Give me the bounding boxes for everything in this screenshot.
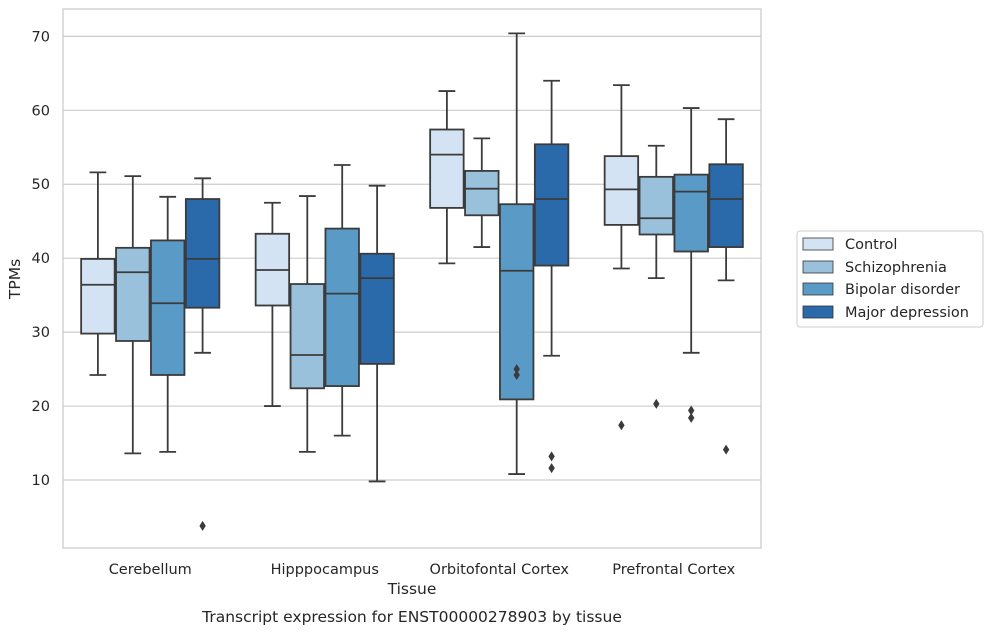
outlier-point xyxy=(199,520,206,531)
y-tick-label-20: 20 xyxy=(32,399,50,415)
boxes xyxy=(80,32,744,531)
x-tick-label-orbitofontal-cortex: Orbitofontal Cortex xyxy=(430,562,570,578)
x-tick-labels: Cerebellum Hipppocampus Orbitofontal Corte… xyxy=(109,562,736,578)
y-tick-label-40: 40 xyxy=(32,251,50,267)
box-bipolar-disorder-cerebellum xyxy=(150,195,186,453)
box-major-depression-cerebellum xyxy=(184,177,221,531)
legend-label-schizophrenia: Schizophrenia xyxy=(845,260,947,276)
box-bipolar-disorder-hipppocampus xyxy=(324,164,360,437)
legend-frame xyxy=(796,230,984,328)
box-body xyxy=(708,163,744,248)
x-tick-label-hipppocampus: Hipppocampus xyxy=(271,562,379,578)
box-major-depression-hipppocampus xyxy=(359,184,395,483)
box-body xyxy=(324,227,360,387)
plot-frame xyxy=(62,8,762,549)
legend-label-control: Control xyxy=(845,237,897,253)
x-tick-label-cerebellum: Cerebellum xyxy=(109,562,192,578)
legend-swatch-major-depression xyxy=(802,305,834,319)
box-body xyxy=(638,175,674,236)
box-body xyxy=(429,128,465,209)
box-bipolar-disorder-orbitofontal-cortex xyxy=(499,32,535,475)
box-control-hipppocampus xyxy=(254,201,291,407)
chart-caption: Transcript expression for ENST0000027890… xyxy=(201,608,622,626)
legend-label-major-depression: Major depression xyxy=(845,305,969,321)
outlier-point xyxy=(513,369,520,380)
outlier-point xyxy=(548,463,555,474)
legend-swatch-schizophrenia xyxy=(802,260,834,274)
legend: Control Schizophrenia Bipolar disorder M… xyxy=(796,230,984,328)
box-bipolar-disorder-prefrontal-cortex xyxy=(673,107,709,423)
box-body xyxy=(289,283,325,390)
box-major-depression-orbitofontal-cortex xyxy=(533,79,570,474)
x-tick-label-prefrontal-cortex: Prefrontal Cortex xyxy=(612,562,735,578)
box-control-orbitofontal-cortex xyxy=(429,90,465,265)
box-body xyxy=(115,246,151,342)
box-schizophrenia-hipppocampus xyxy=(289,195,325,453)
box-schizophrenia-prefrontal-cortex xyxy=(638,144,674,409)
box-body xyxy=(464,170,500,217)
box-body xyxy=(80,258,116,335)
outlier-point xyxy=(618,420,625,431)
legend-swatch-control xyxy=(802,237,834,251)
box-body xyxy=(150,239,186,376)
outlier-point xyxy=(722,444,730,455)
box-body xyxy=(673,173,709,253)
legend-swatch-bipolar-disorder xyxy=(802,282,834,296)
y-tick-labels: 10 20 30 40 50 60 70 xyxy=(32,29,50,489)
outlier-point xyxy=(688,405,695,416)
outlier-point xyxy=(653,398,660,409)
y-tick-label-70: 70 xyxy=(32,29,50,45)
box-body xyxy=(603,155,640,226)
outlier-point xyxy=(548,451,555,462)
box-control-prefrontal-cortex xyxy=(603,84,640,431)
box-schizophrenia-cerebellum xyxy=(115,175,151,455)
y-tick-label-50: 50 xyxy=(32,177,50,193)
box-schizophrenia-orbitofontal-cortex xyxy=(464,137,500,248)
y-axis-label: TPMs xyxy=(6,259,24,300)
box-body xyxy=(533,143,570,267)
outlier-point xyxy=(513,364,520,375)
x-axis-label: Tissue xyxy=(387,580,437,598)
legend-label-bipolar-disorder: Bipolar disorder xyxy=(845,282,960,298)
y-tick-label-10: 10 xyxy=(32,473,50,489)
outlier-point xyxy=(688,412,695,423)
box-body xyxy=(359,252,395,365)
y-tick-label-60: 60 xyxy=(32,103,50,119)
box-body xyxy=(184,198,221,309)
box-major-depression-prefrontal-cortex xyxy=(708,118,744,455)
y-tick-label-30: 30 xyxy=(32,325,50,341)
box-control-cerebellum xyxy=(80,171,116,376)
